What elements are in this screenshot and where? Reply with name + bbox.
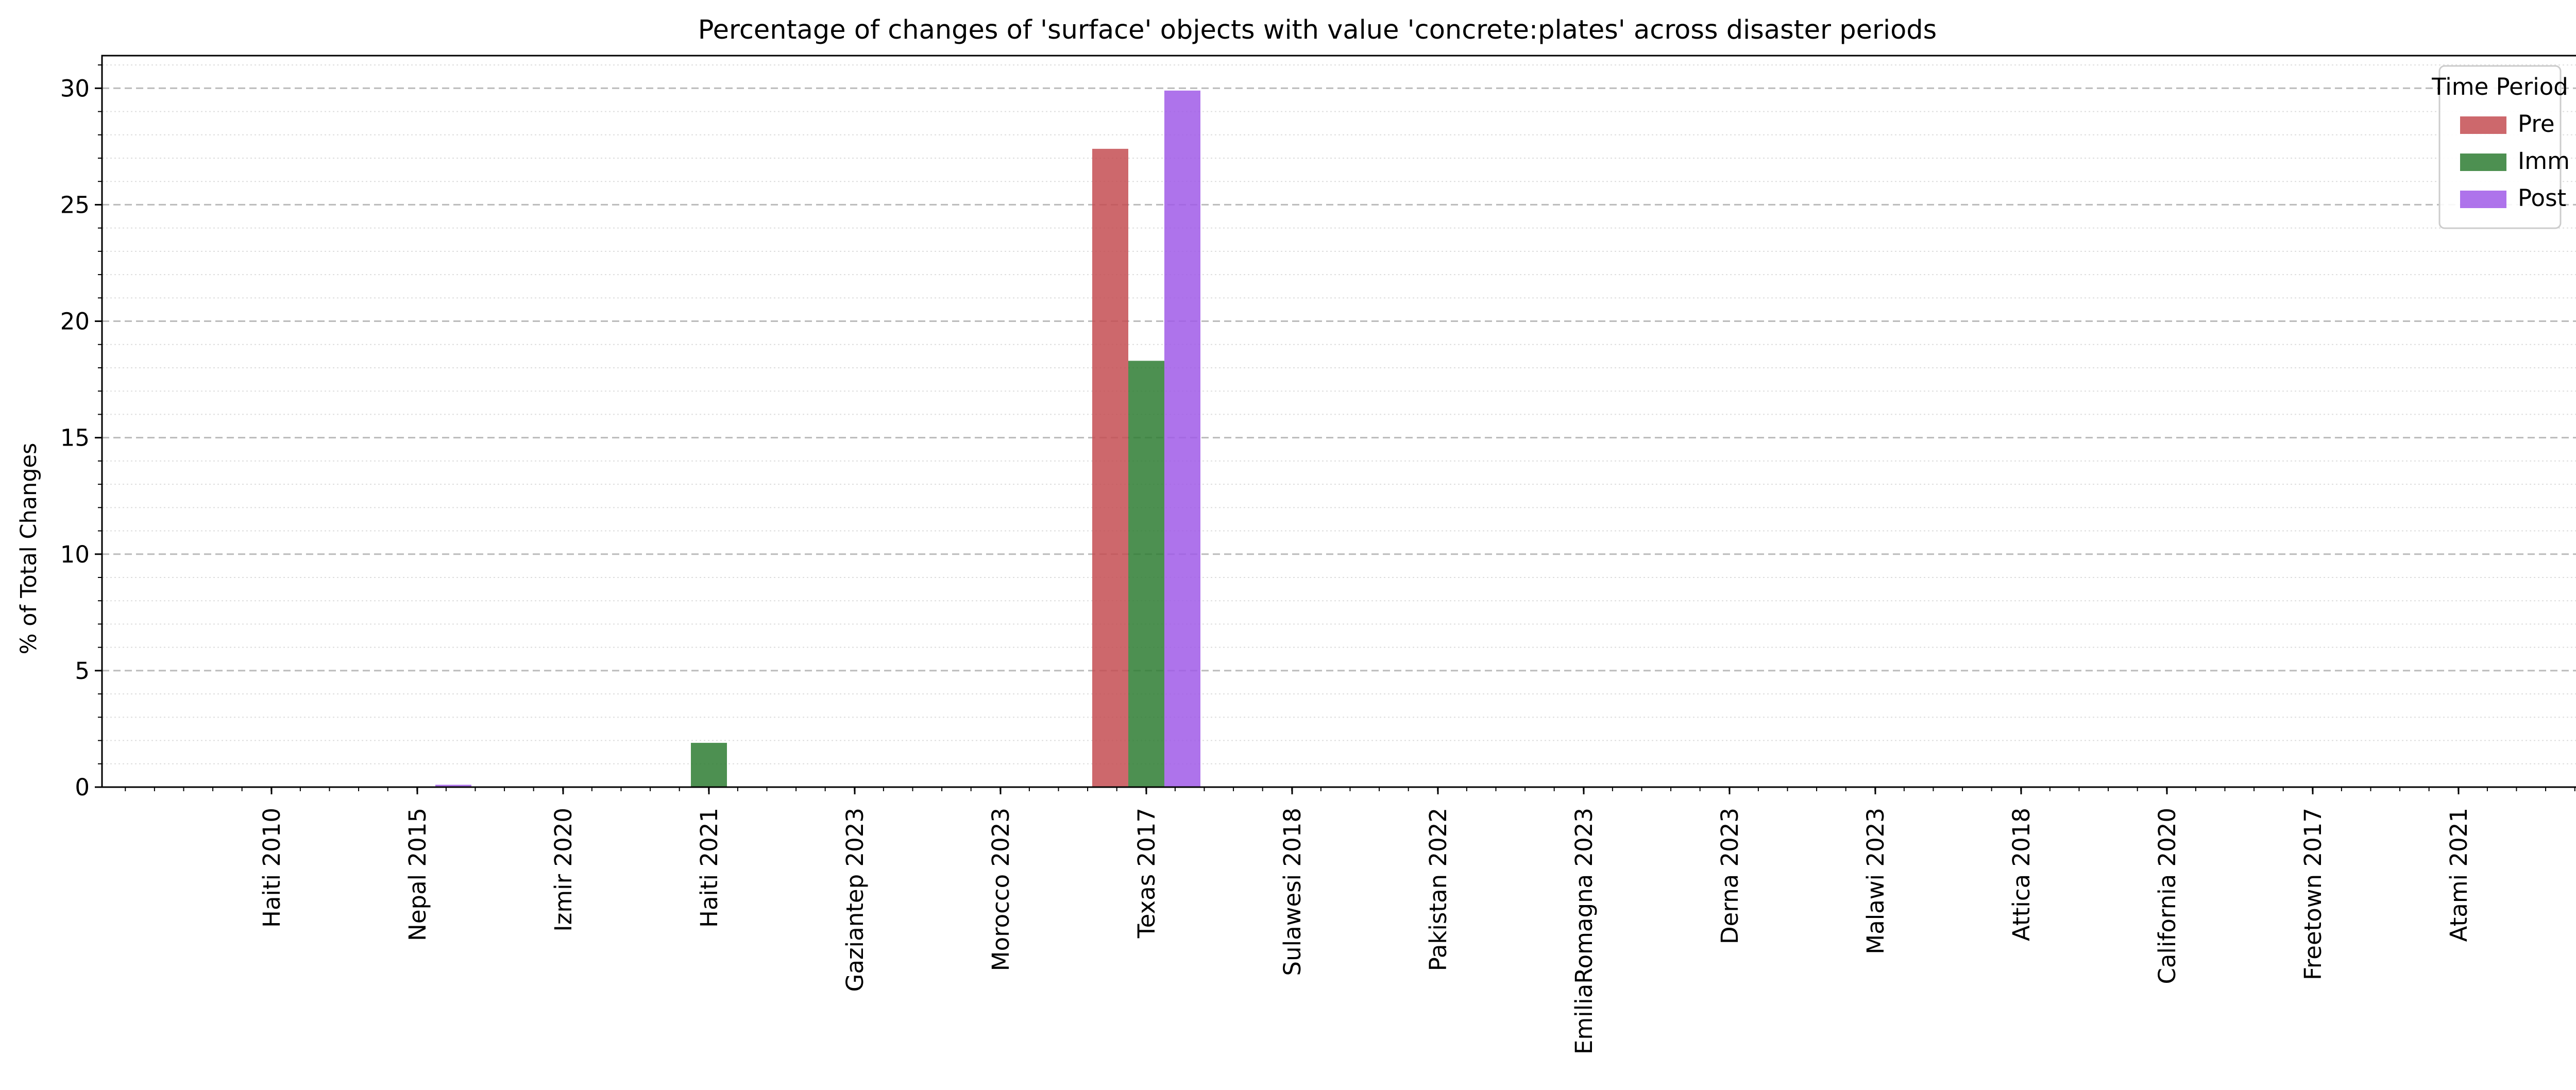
x-tick-label: Haiti 2021 bbox=[696, 808, 723, 928]
x-tick-label: Attica 2018 bbox=[2008, 808, 2035, 941]
plot-frame bbox=[101, 55, 2576, 788]
x-tick-label: Nepal 2015 bbox=[404, 808, 431, 941]
legend-label-post: Post bbox=[2518, 184, 2566, 212]
legend: Time Period Pre Imm Post bbox=[2431, 65, 2570, 229]
axes: 0 5 10 15 20 25 30 Haiti 2010 Nepal 2015 Izmir 20… bbox=[60, 55, 2576, 1054]
y-axis-label: % of Total Changes bbox=[16, 443, 42, 655]
y-tick-label: 0 bbox=[75, 774, 90, 801]
x-tick-label: Sulawesi 2018 bbox=[1279, 808, 1306, 976]
x-tick-label: California 2020 bbox=[2154, 808, 2181, 984]
y-tick-label: 10 bbox=[60, 541, 90, 568]
y-tick-label: 20 bbox=[60, 308, 90, 335]
bar-post bbox=[1164, 90, 1200, 788]
x-tick-label: EmiliaRomagna 2023 bbox=[1570, 808, 1598, 1054]
bar-imm bbox=[691, 743, 727, 787]
x-tick-label: Haiti 2010 bbox=[258, 808, 285, 928]
legend-label-imm: Imm bbox=[2518, 147, 2570, 175]
legend-title: Time Period bbox=[2431, 73, 2568, 100]
x-tick-label: Freetown 2017 bbox=[2299, 808, 2327, 980]
legend-swatch-pre bbox=[2460, 116, 2506, 134]
x-tick-label: Atami 2021 bbox=[2445, 808, 2472, 942]
x-tick-label: Texas 2017 bbox=[1133, 808, 1160, 939]
x-tick-label: Derna 2023 bbox=[1716, 808, 1743, 944]
bar-pre bbox=[1092, 148, 1128, 787]
x-tick-label: Pakistan 2022 bbox=[1425, 808, 1452, 971]
bar-post bbox=[435, 785, 471, 787]
legend-swatch-post bbox=[2460, 191, 2506, 208]
legend-swatch-imm bbox=[2460, 154, 2506, 171]
chart-title: Percentage of changes of 'surface' objec… bbox=[698, 15, 1937, 45]
legend-box bbox=[2438, 65, 2562, 229]
grid bbox=[102, 64, 2576, 764]
y-tick-label: 30 bbox=[60, 75, 90, 102]
y-tick-label: 15 bbox=[60, 424, 90, 452]
legend-label-pre: Pre bbox=[2518, 110, 2555, 138]
bar-imm bbox=[1128, 361, 1164, 787]
bars bbox=[435, 90, 1200, 788]
x-tick-label: Morocco 2023 bbox=[987, 808, 1014, 971]
x-tick-label: Gaziantep 2023 bbox=[841, 808, 869, 992]
x-tick-label: Malawi 2023 bbox=[1862, 808, 1889, 955]
y-tick-label: 25 bbox=[60, 191, 90, 218]
y-tick-label: 5 bbox=[75, 657, 90, 685]
x-tick-label: Izmir 2020 bbox=[550, 808, 577, 932]
